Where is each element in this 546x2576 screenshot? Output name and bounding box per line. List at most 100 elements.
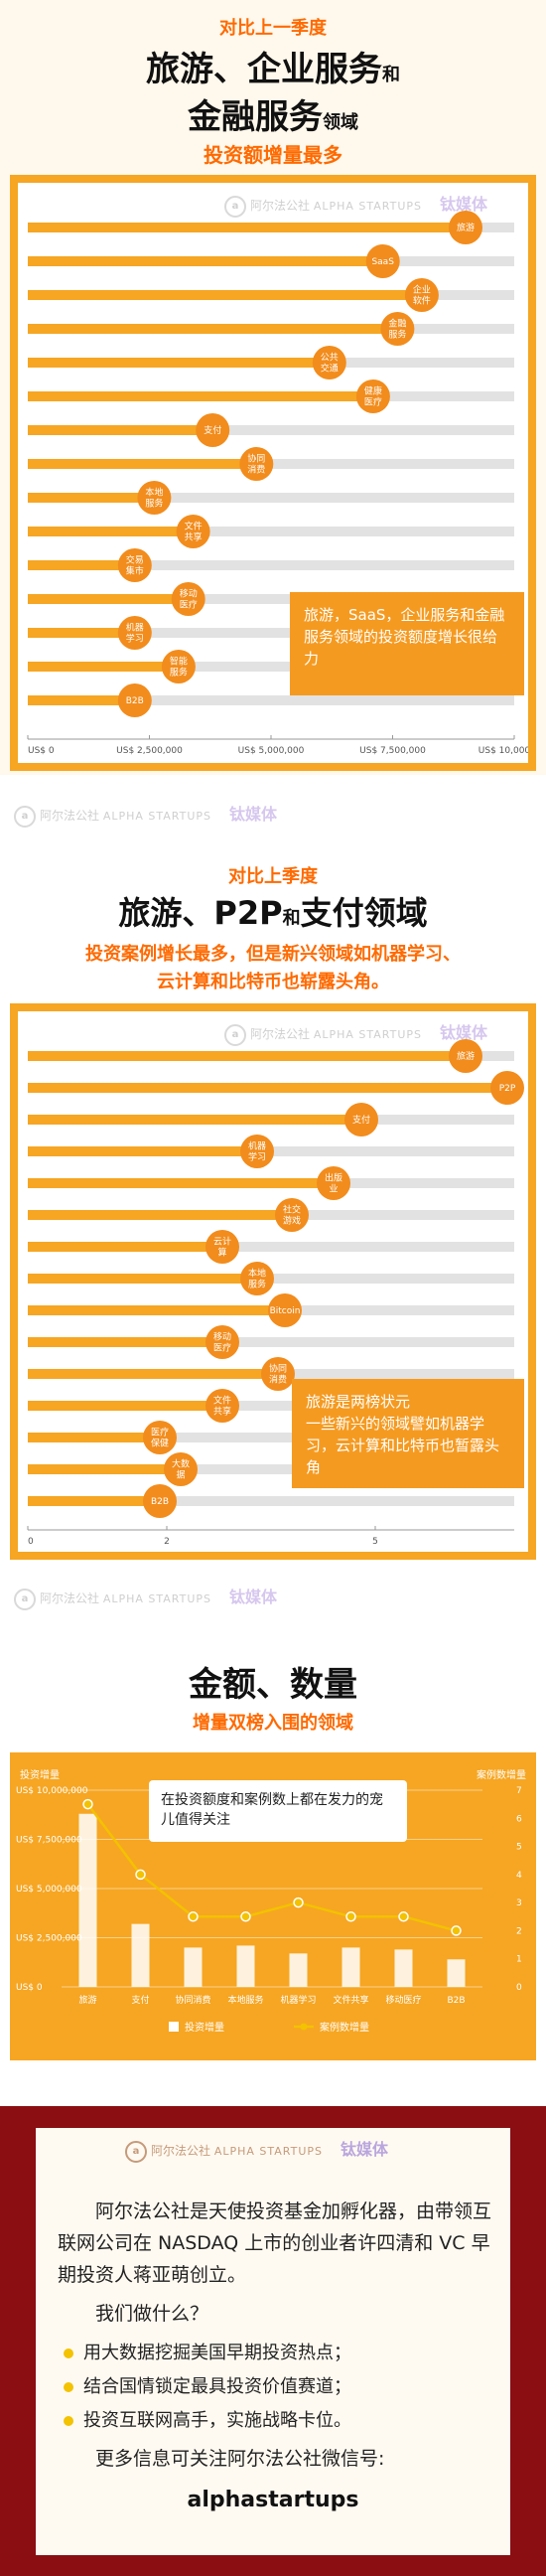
x-tick-label: US$ 7,500,000 — [359, 746, 426, 756]
y-left-tick-label: US$ 7,500,000 — [16, 1836, 82, 1846]
bubble-label: 游戏 — [283, 1215, 301, 1227]
watermark-logo: a 阿尔法公社 ALPHA STARTUPS 钛媒体 — [224, 191, 487, 218]
bubble-label: 医疗 — [213, 1342, 231, 1354]
bubble-Bitcoin: Bitcoin — [268, 1293, 302, 1327]
bubble-label: 医疗 — [364, 396, 382, 408]
x-tick-label: 移动医疗 — [385, 1994, 421, 2006]
bubble-P2P: P2P — [490, 1071, 524, 1105]
x-tick-label: B2B — [447, 1996, 465, 2006]
section2-title: 旅游、P2P和支付领域 — [118, 894, 428, 932]
bar-track — [28, 560, 514, 570]
bar-支付 — [28, 425, 213, 435]
bubble-label: 服务 — [388, 329, 406, 341]
y-right-tick-label: 0 — [516, 1983, 522, 1993]
legend-label-bar: 投资增量 — [185, 2021, 224, 2034]
bar-B2B — [447, 1959, 466, 1987]
bubble-label: 本地 — [248, 1268, 266, 1280]
bubble-旅游: 旅游 — [449, 211, 482, 244]
footer-more: 更多信息可关注阿尔法公社微信号: — [95, 2448, 385, 2470]
point-协同消费 — [188, 1911, 199, 1922]
bubble-label: 服务 — [145, 498, 163, 510]
bubble-circle — [239, 447, 274, 481]
chart2-frame: a 阿尔法公社 ALPHA STARTUPS 钛媒体 旅游 P2P 支付 机器 学习 出版业社… — [10, 1003, 536, 1560]
x-tick-label: US$ 0 — [28, 746, 55, 756]
bar-SaaS — [28, 256, 383, 266]
bubble-金融服务: 金融服务 — [380, 312, 415, 346]
bubble-label: 软件 — [413, 295, 431, 307]
bubble-label: 支付 — [352, 1114, 370, 1126]
x-tick-label: 机器学习 — [280, 1994, 316, 2006]
bubble-label: 机器 — [248, 1140, 266, 1152]
bubble-circle — [275, 1198, 309, 1232]
x-tick-label: US$ 10,000,000 — [478, 746, 528, 756]
bar-支付 — [131, 1923, 150, 1987]
legend-swatch-dot — [300, 2023, 308, 2031]
bubble-支付: 支付 — [196, 413, 230, 447]
bubble-移动医疗: 移动医疗 — [171, 582, 205, 616]
bubble-机器学习: 机器学习 — [240, 1135, 274, 1168]
x-tick-label: 旅游 — [78, 1994, 96, 2006]
bubble-label: 大数 — [172, 1458, 190, 1470]
bubble-label: 协同 — [247, 453, 265, 465]
chart1-callout: 旅游，SaaS，企业服务和金融服务领域的投资额度增长很给力 — [290, 592, 524, 695]
bubble-label: 医疗 — [151, 1427, 169, 1439]
y-left-tick-label: US$ 0 — [16, 1983, 43, 1993]
bubble-label: B2B — [126, 696, 144, 706]
bar-track — [28, 1242, 514, 1252]
chart3-frame: 投资增量 案例数增量 US$ 0 US$ 2,500,000 US$ 5,000,000… — [10, 1752, 536, 2060]
bar-track — [28, 425, 514, 435]
bar-track — [28, 1496, 514, 1506]
bar-移动医疗 — [28, 1337, 222, 1347]
bubble-label: 文件 — [213, 1395, 231, 1407]
section1-subtitle: 投资额增量最多 — [204, 143, 342, 167]
y-right-tick-label: 5 — [516, 1843, 522, 1853]
y-left-tick-label: US$ 5,000,000 — [16, 1885, 82, 1894]
bubble-circle — [137, 481, 172, 515]
chart2-svg: 旅游P2P支付机器学习出版业社交游戏云计算本地服务Bitcoin移动医疗协同消费… — [27, 1039, 524, 1547]
bubble-circle — [317, 1166, 350, 1200]
bubble-circle — [196, 413, 230, 447]
y-right-tick-label: 1 — [516, 1955, 522, 1965]
chart3-callout: 在投资额度和案例数上都在发力的宠儿值得关注 — [149, 1780, 407, 1842]
bar-协同消费 — [28, 459, 257, 469]
footer-wechat[interactable]: alphastartups — [187, 2488, 359, 2512]
bubble-label: P2P — [499, 1084, 516, 1094]
bubble-协同消费: 协同消费 — [261, 1357, 295, 1391]
bubble-label: 社交 — [283, 1204, 301, 1216]
bubble-circle — [143, 1484, 177, 1518]
bubble-circle — [205, 1230, 239, 1264]
bubble-circle — [355, 379, 390, 413]
bar-track — [28, 1464, 514, 1474]
bar-track — [28, 527, 514, 536]
bar-支付 — [28, 1115, 361, 1125]
bar-track — [28, 594, 514, 604]
chart2-callout: 旅游是两榜状元 一些新兴的领域譬如机器学习，云计算和比特币也暂露头角 — [292, 1379, 524, 1488]
bar-文件共享 — [28, 527, 194, 536]
bar-track — [28, 695, 514, 705]
x-tick-label: US$ 2,500,000 — [116, 746, 183, 756]
bar-协同消费 — [184, 1947, 203, 1987]
legend-swatch-bar — [169, 2022, 179, 2032]
bar-云计算 — [28, 1242, 222, 1252]
bubble-支付: 支付 — [344, 1103, 378, 1136]
y-left-tick-label: US$ 2,500,000 — [16, 1934, 82, 1944]
bar-track — [28, 493, 514, 503]
footer-bullets: 用大数据挖掘美国早期投资热点； 结合国情锁定最具投资价值赛道； 投资互联网高手，… — [64, 2337, 351, 2438]
bubble-label: 据 — [176, 1469, 185, 1481]
bubble-移动医疗: 移动医疗 — [205, 1325, 239, 1359]
bar-track — [28, 1401, 514, 1411]
bubble-circle — [117, 548, 152, 582]
bubble-label: 医疗 — [180, 599, 198, 611]
bar-移动医疗 — [28, 594, 189, 604]
chart1-frame: a 阿尔法公社 ALPHA STARTUPS 钛媒体 旅游 SaaS 企业 软件 金融 服务公… — [10, 175, 536, 771]
bar-移动医疗 — [394, 1949, 413, 1987]
bubble-label: SaaS — [371, 257, 394, 267]
bar-大数据 — [28, 1464, 181, 1474]
bubble-circle — [261, 1357, 295, 1391]
bubble-label: 移动 — [180, 588, 198, 600]
bar-Bitcoin — [28, 1305, 285, 1315]
bubble-circle — [449, 1039, 482, 1073]
